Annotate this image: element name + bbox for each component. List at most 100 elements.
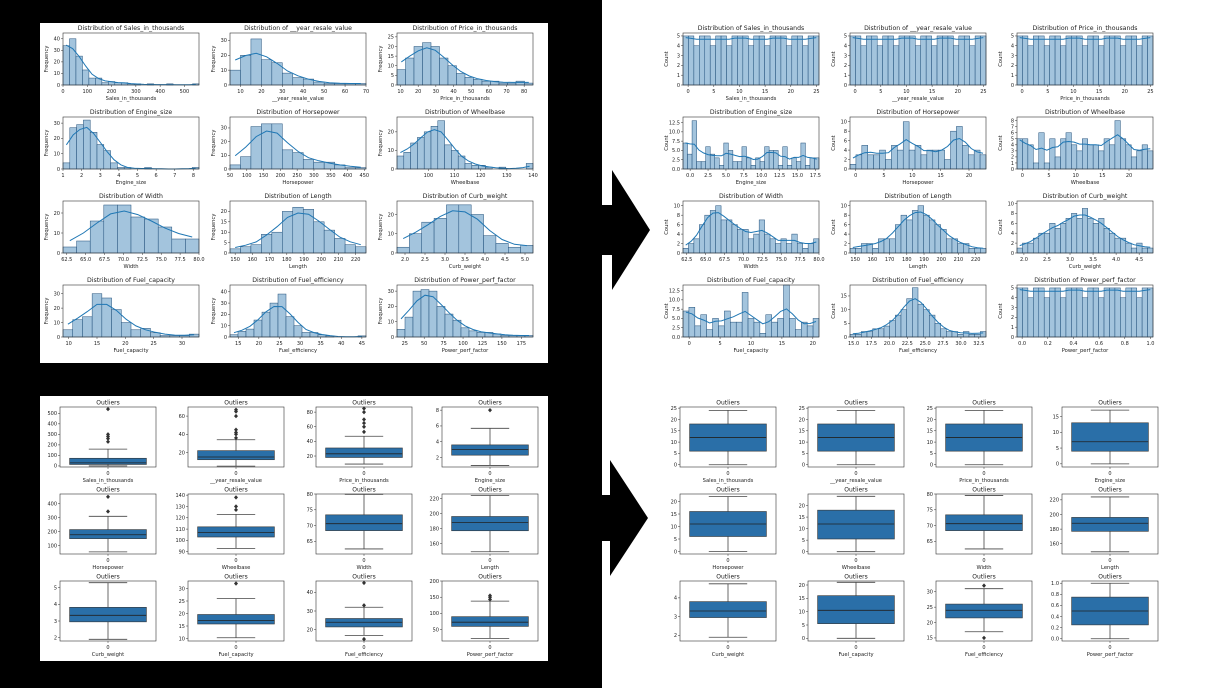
plot-frame [396,116,534,170]
y-tick-label: 25 [388,35,394,41]
x-tick-label: 80.0 [193,257,204,263]
boxplot-grid-after: Outliers05101520250Sales_in_thousandsOut… [671,400,1159,658]
y-tick-label: 30 [221,301,227,307]
plot-frame [682,200,820,254]
plot-frame [396,32,534,86]
y-axis-label: Count [664,135,670,150]
x-tick-label: 35 [317,341,323,347]
y-tick-label: 4 [844,232,847,238]
y-tick-label: 20 [388,130,394,136]
x-tick-label: 0 [488,471,491,477]
x-tick-label: 125 [478,341,488,347]
y-tick-label: 20 [221,53,227,59]
x-axis-label: Sales_in_thousands [726,96,777,102]
x-tick-label: 110 [450,173,460,179]
chart-title: Distribution of Horsepower [876,109,960,116]
y-tick-label: 0 [802,549,805,555]
x-tick-label: 30 [297,341,303,347]
x-tick-label: 67.5 [99,257,110,263]
y-tick-label: 5 [1011,286,1014,292]
outlier-marker [234,413,238,419]
x-tick-label: 0 [982,558,985,564]
y-axis-label: Frequency [44,46,50,73]
x-tick-label: 2.0 [1020,257,1028,263]
x-tick-label: 10 [903,89,909,95]
y-tick-label: 200 [47,529,57,535]
y-tick-label: 2 [677,241,680,247]
y-tick-label: 4 [677,44,680,50]
y-tick-label: 50 [433,627,439,633]
chart-title: Distribution of Engine_size [90,109,172,116]
kde-line [401,47,529,83]
y-axis-label: Frequency [378,214,384,241]
outlier-marker [234,504,238,509]
chart-title: Outliers [844,574,868,581]
x-tick-label: 80.0 [813,257,824,263]
kde-line [1019,37,1151,40]
histogram-chart: Distribution of Curb_weight 0 2 4 6 8 10 2.0 2.5… [998,193,1154,270]
y-tick-label: 20 [179,611,185,617]
x-tick-label: 0 [854,173,857,179]
outlier-marker [106,406,110,412]
box-body [689,601,767,618]
y-tick-label: 6 [844,222,847,228]
x-tick-label: 30 [433,89,439,95]
kde-line [852,137,984,159]
x-tick-label: 10.0 [756,173,767,179]
x-tick-label: 80 [521,89,527,95]
x-tick-label: 0 [488,645,491,651]
boxplot-grid-before: Outliers01002003004005000Sales_in_thousa… [47,400,539,658]
x-tick-label: 72.5 [137,257,148,263]
y-tick-label: 7 [1011,124,1014,130]
y-tick-label: 300 [47,516,57,522]
x-tick-label: 5 [1046,89,1049,95]
chart-title: Distribution of __year_resale_value [244,25,352,32]
y-tick-label: 65 [927,539,933,545]
y-tick-label: 5 [1056,446,1059,452]
y-tick-label: 1 [844,73,847,79]
x-tick-label: 10 [736,89,742,95]
y-tick-label: 2 [1011,63,1014,69]
x-tick-label: 20 [788,89,794,95]
y-tick-label: 80 [927,492,933,498]
y-axis-label: Frequency [211,46,217,73]
y-tick-label: 25 [671,406,677,412]
box-body [197,614,275,625]
x-tick-label: 30.0 [955,341,966,347]
y-tick-label: 15 [799,429,805,435]
y-axis-label: Count [998,303,1004,318]
y-tick-label: 5 [844,321,847,327]
chart-title: Distribution of Wheelbase [425,109,505,116]
x-tick-label: 0 [688,341,691,347]
x-tick-label: 15 [762,89,768,95]
x-tick-label: 500 [180,89,190,95]
y-tick-label: 2 [54,635,57,641]
plot-frame [229,116,367,170]
y-tick-label: 8 [844,213,847,219]
x-tick-label: 15 [1096,89,1102,95]
x-tick-label: 0 [726,645,729,651]
x-tick-label: 20 [256,341,262,347]
y-tick-label: 2 [1011,315,1014,321]
x-tick-label: 20 [966,173,972,179]
x-tick-label: 10 [237,89,243,95]
x-tick-label: 7.5 [740,173,748,179]
y-axis-label: Frequency [378,298,384,325]
x-axis-label: __year_resale_value [271,96,324,102]
outlier-marker [362,424,366,429]
y-tick-label: 15 [799,596,805,602]
x-tick-label: 60 [342,89,348,95]
y-tick-label: 6 [844,138,847,144]
y-tick-label: 4 [1011,143,1014,149]
y-tick-label: 0 [57,167,60,173]
x-axis-label: Fuel_efficiency [279,348,317,354]
y-axis-label: Frequency [211,298,217,325]
x-tick-label: 20 [1126,173,1132,179]
kde-line [233,305,363,338]
y-tick-label: 2 [677,63,680,69]
y-tick-label: 15 [927,636,933,642]
y-tick-label: 80 [307,410,313,416]
